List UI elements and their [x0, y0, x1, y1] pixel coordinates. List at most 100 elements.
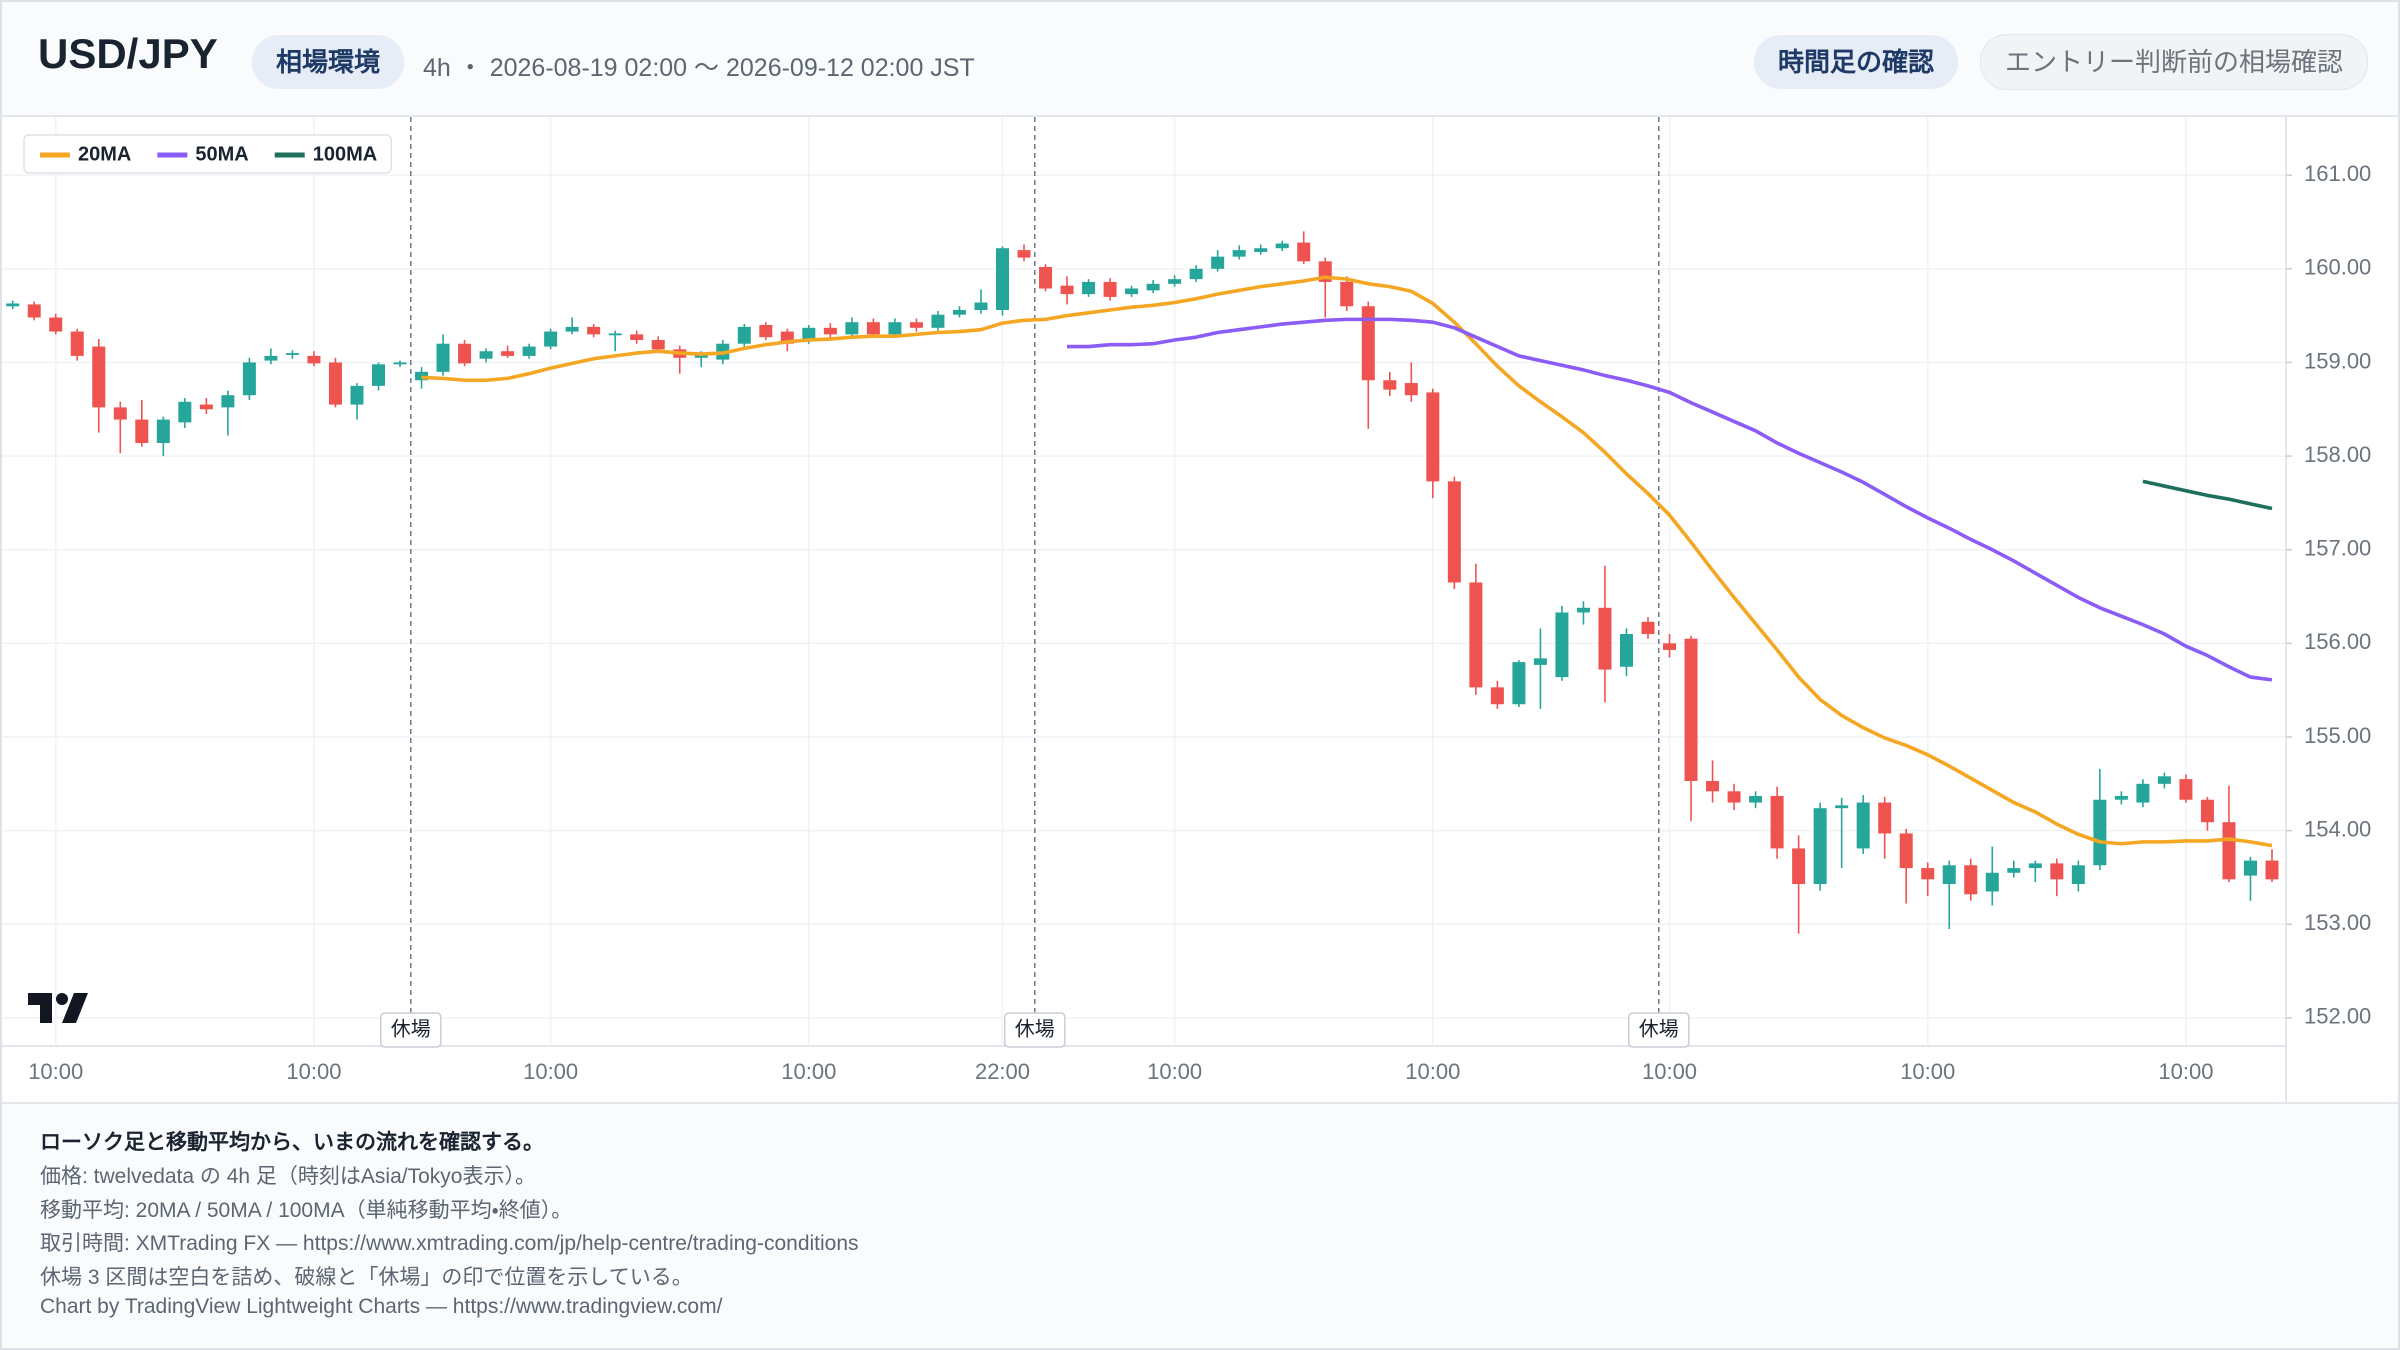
- candle-body: [199, 404, 213, 410]
- candle-body: [1275, 243, 1289, 249]
- candle-body: [2136, 783, 2150, 803]
- legend-label: 20MA: [78, 143, 131, 165]
- candle-body: [2200, 799, 2214, 823]
- chart: 20MA 50MA 100MA 152.00 153.00 154.00 155.00 15…: [2, 117, 2398, 1102]
- candle-body: [1211, 256, 1225, 269]
- candle-body: [1383, 380, 1397, 390]
- break-label: 休場: [1639, 1017, 1679, 1040]
- y-tick-label: 154.00: [2304, 816, 2371, 841]
- footer-line: 休場 3 区間は空白を詰め、破線と「休場」の印で位置を示している。: [40, 1266, 693, 1289]
- candle-body: [415, 371, 429, 381]
- candle-body: [2028, 863, 2042, 869]
- footer-heading: ローソク足と移動平均から、いまの流れを確認する。: [40, 1131, 544, 1154]
- legend: 20MA 50MA 100MA: [23, 134, 392, 174]
- candle-body: [630, 334, 644, 340]
- break-badge: [1628, 1012, 1690, 1048]
- candle-body: [1189, 268, 1203, 280]
- candle-body: [694, 354, 708, 358]
- candle-body: [2179, 779, 2193, 800]
- candle-body: [651, 339, 665, 350]
- candle-body: [544, 331, 558, 347]
- candle-body: [2114, 795, 2128, 800]
- candle-body: [501, 351, 515, 356]
- candle-body: [1490, 687, 1504, 705]
- candle-body: [1232, 250, 1246, 257]
- ma-line: [421, 275, 2273, 848]
- candle-body: [1985, 872, 1999, 892]
- break-label: 休場: [391, 1017, 431, 1040]
- candle-body: [1254, 248, 1268, 252]
- candle-body: [1706, 781, 1720, 792]
- candle-body: [1039, 266, 1053, 289]
- candle-body: [1684, 638, 1698, 782]
- candle-body: [1641, 621, 1655, 634]
- candle-body: [156, 419, 170, 443]
- candle-body: [49, 317, 63, 332]
- badge: 相場環境: [252, 35, 405, 89]
- candle-body: [1555, 612, 1569, 678]
- break-label: 休場: [1015, 1017, 1055, 1040]
- x-tick-label: 10:00: [2158, 1059, 2213, 1084]
- y-tick-label: 156.00: [2304, 629, 2371, 654]
- candle-body: [1060, 285, 1074, 295]
- candle-body: [264, 355, 278, 361]
- y-tick-label: 161.00: [2304, 161, 2371, 186]
- chart-background: [2, 117, 2398, 1102]
- candle-body: [1663, 643, 1677, 650]
- candle-body: [802, 327, 816, 340]
- footer-line: 移動平均: 20MA / 50MA / 100MA（単純移動平均・終値）。: [40, 1199, 573, 1222]
- break-badge: [380, 1012, 442, 1048]
- x-tick-label: 22:00: [975, 1059, 1030, 1084]
- tab[interactable]: エントリー判断前の相場確認: [1980, 34, 2369, 90]
- candle-body: [458, 343, 472, 364]
- candle-body: [70, 331, 84, 356]
- candle-body: [1426, 392, 1440, 482]
- candle-body: [1856, 802, 1870, 849]
- candle-body: [1921, 868, 1935, 880]
- candle-body: [307, 355, 321, 364]
- candle-body: [135, 419, 149, 443]
- x-tick-label: 10:00: [781, 1059, 836, 1084]
- header: USD/JPY 相場環境 4h ・ 2026-08-19 02:00 〜 202…: [2, 2, 2398, 117]
- candle-body: [909, 322, 923, 328]
- candle-body: [178, 401, 192, 423]
- footer: ローソク足と移動平均から、いまの流れを確認する。 価格: twelvedata …: [2, 1102, 2398, 1348]
- footer-line: Chart by TradingView Lightweight Charts …: [40, 1295, 723, 1318]
- candle-body: [1125, 288, 1139, 295]
- x-tick-label: 10:00: [28, 1059, 83, 1084]
- legend-label: 50MA: [195, 143, 248, 165]
- candle-body: [2222, 822, 2236, 880]
- candle-body: [866, 322, 880, 335]
- candle-body: [995, 248, 1009, 311]
- candle-body: [1942, 865, 1956, 885]
- candle-body: [221, 395, 235, 408]
- y-tick-label: 155.00: [2304, 723, 2371, 748]
- y-tick-label: 158.00: [2304, 442, 2371, 467]
- candle-body: [1146, 283, 1160, 291]
- grid: [2, 117, 2286, 1046]
- candle-body: [2093, 799, 2107, 866]
- candle-body: [1727, 791, 1741, 803]
- y-tick-label: 160.00: [2304, 255, 2371, 280]
- candle-body: [1770, 795, 1784, 849]
- candle-body: [522, 346, 536, 356]
- candle-body: [1749, 795, 1763, 803]
- candle-body: [2265, 860, 2279, 880]
- candle-body: [952, 310, 966, 315]
- tradingview-logo: [28, 993, 88, 1023]
- ma-line: [1067, 317, 2273, 682]
- candle-body: [1168, 279, 1182, 284]
- candle-body: [587, 326, 601, 335]
- candle-body: [608, 333, 622, 336]
- candle-body: [285, 353, 299, 355]
- candle-body: [974, 302, 988, 311]
- tab[interactable]: 時間足の確認: [1754, 35, 1959, 89]
- candle-body: [393, 362, 407, 365]
- y-tick-label: 153.00: [2304, 910, 2371, 935]
- candle-body: [1297, 242, 1311, 262]
- legend-box: [23, 134, 392, 174]
- legend-label: 100MA: [313, 143, 377, 165]
- x-tick-label: 10:00: [1900, 1059, 1955, 1084]
- subtitle: 4h ・ 2026-08-19 02:00 〜 2026-09-12 02:00…: [423, 54, 975, 82]
